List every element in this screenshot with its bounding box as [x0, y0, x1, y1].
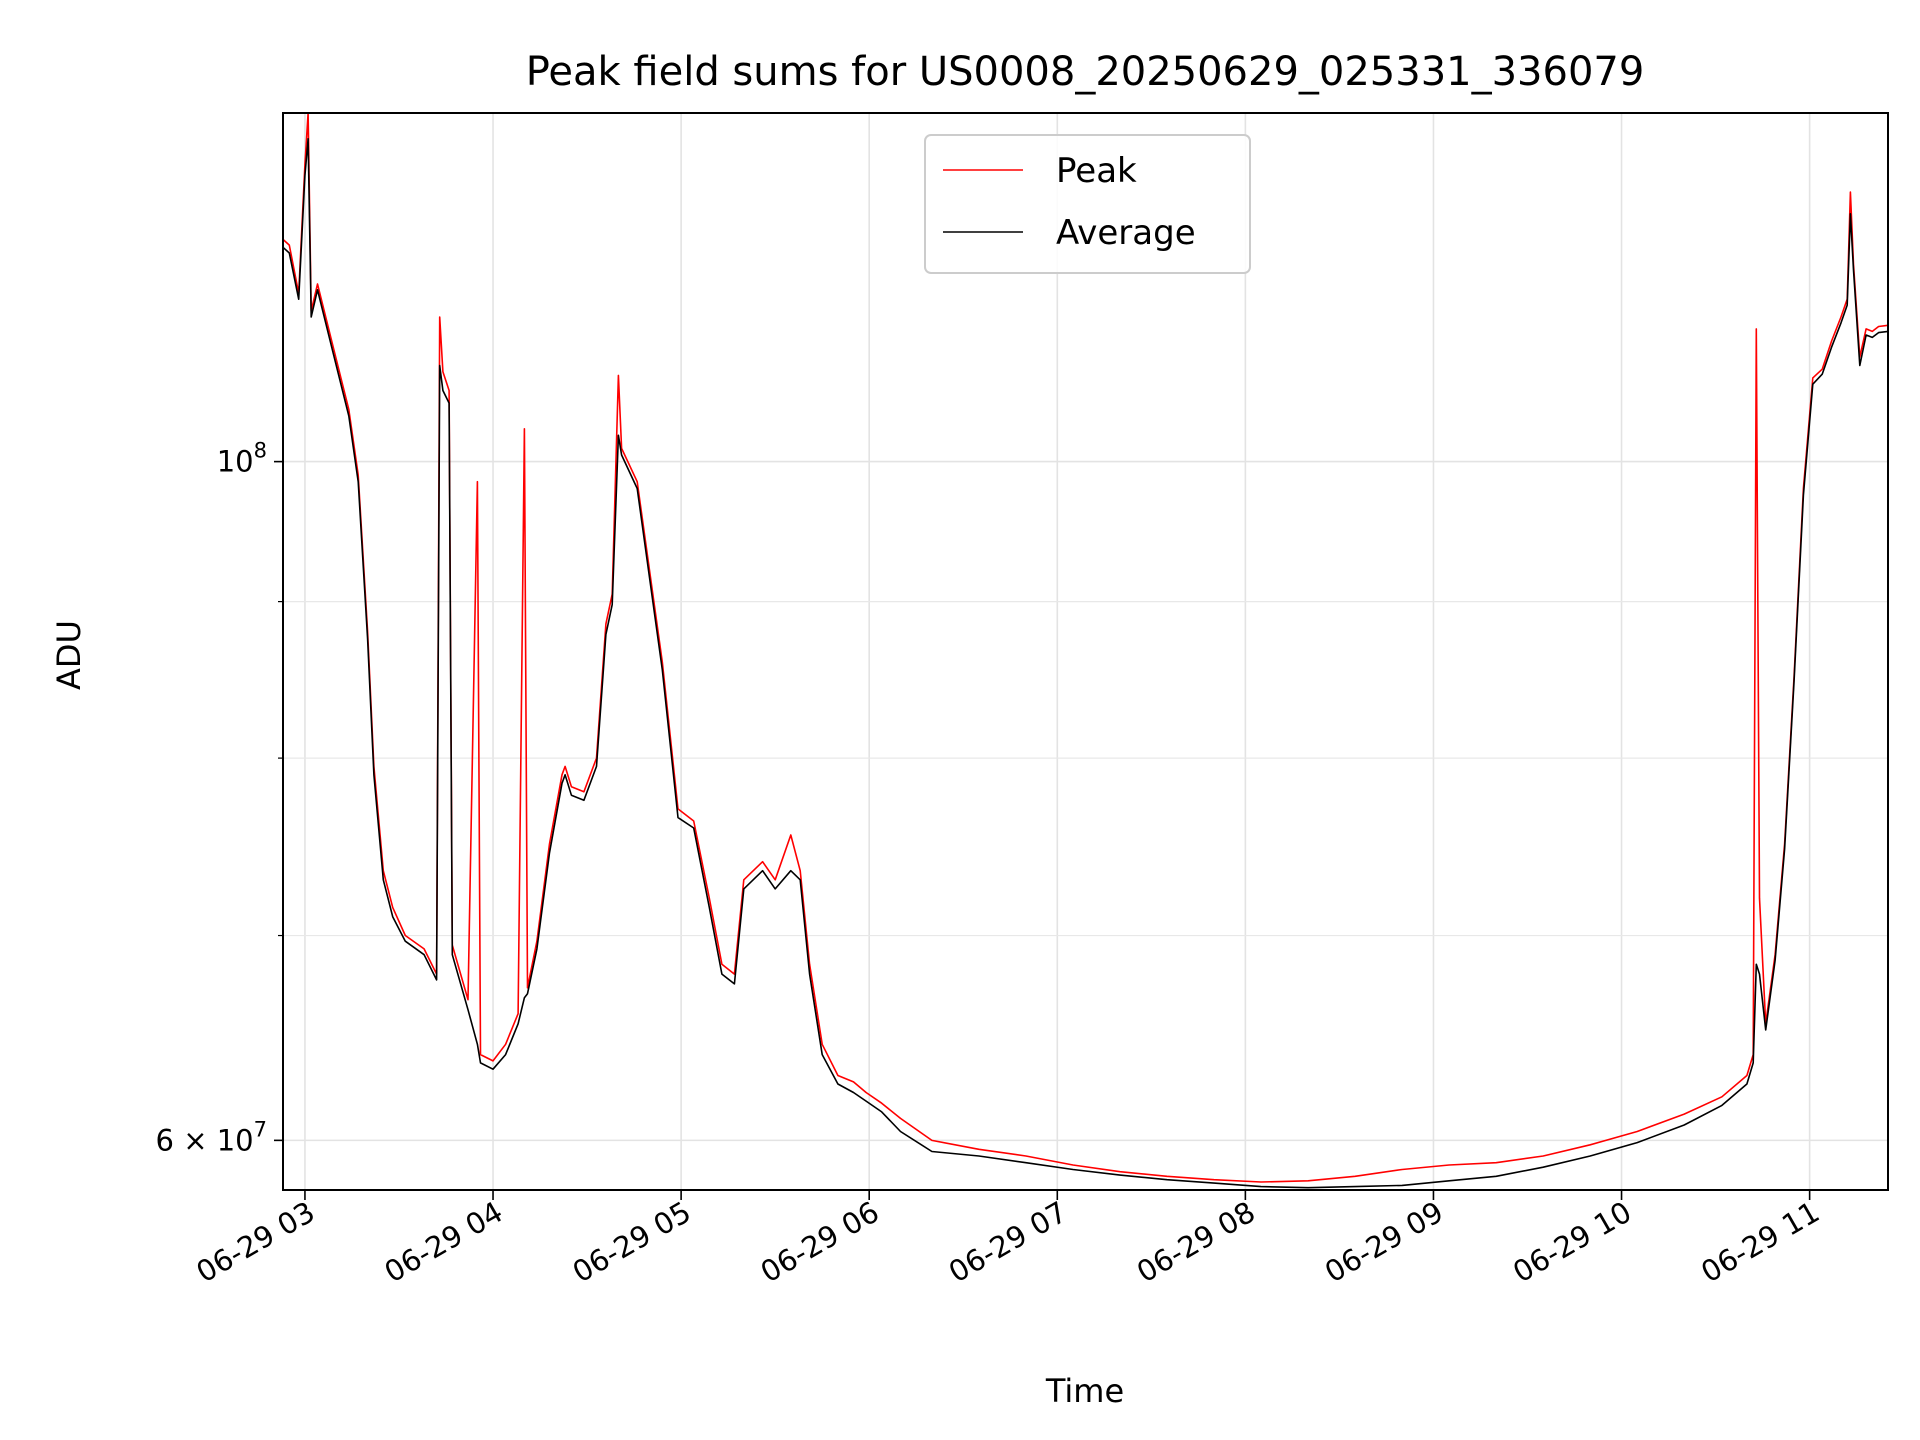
series-layer [282, 112, 1889, 1189]
chart-title: Peak field sums for US0008_20250629_0253… [526, 49, 1645, 95]
legend-label-peak: Peak [1056, 151, 1137, 191]
x-axis-title: Time [1045, 1372, 1124, 1410]
plot-frame [282, 112, 1889, 1191]
series-line-average [282, 138, 1889, 1189]
legend: Peak Average [924, 134, 1251, 274]
y-tick-label: 6 × 107 [156, 1117, 267, 1157]
y-axis-title: ADU [50, 620, 88, 690]
grid [283, 113, 1888, 1190]
legend-label-average: Average [1056, 213, 1196, 253]
